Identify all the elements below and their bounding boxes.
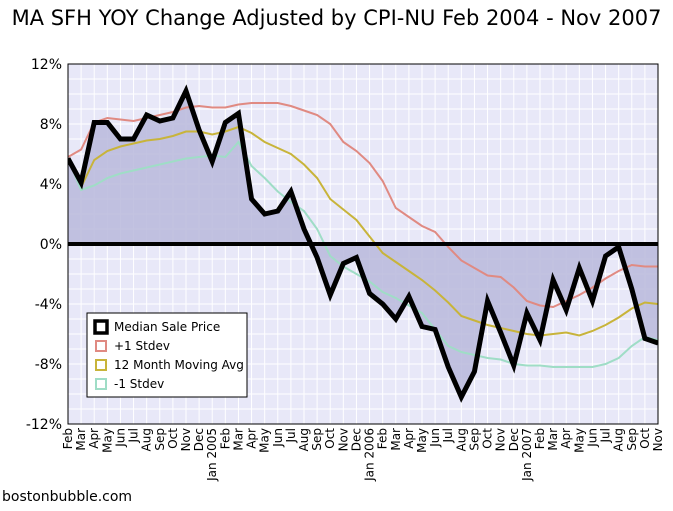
x-tick-label: Apr: [87, 428, 101, 449]
x-tick-label: Aug: [454, 428, 468, 451]
footer-source: bostonbubble.com: [2, 489, 133, 505]
legend-label: +1 Stdev: [114, 339, 170, 353]
legend-box: [86, 312, 248, 398]
plot-border: [67, 63, 659, 425]
x-tick-label: Feb: [533, 428, 547, 449]
x-tick-label: May: [572, 428, 586, 453]
series-lines: [68, 84, 658, 403]
x-tick-label: Dec: [349, 428, 363, 451]
legend-swatch: [95, 340, 107, 352]
chart-title: MA SFH YOY Change Adjusted by CPI-NU Feb…: [11, 6, 662, 30]
x-tick-label: Aug: [140, 428, 154, 451]
x-tick-label: Nov: [494, 428, 508, 451]
y-tick-label: -12%: [26, 417, 62, 433]
x-tick-label: Mar: [231, 428, 245, 451]
x-tick-label: May: [415, 428, 429, 453]
legend-label: -1 Stdev: [114, 377, 164, 391]
x-tick-label: Feb: [218, 428, 232, 449]
x-tick-label: Nov: [336, 428, 350, 451]
x-tick-label: Oct: [166, 428, 180, 449]
x-tick-label: Jun: [428, 428, 442, 448]
y-tick-label: -8%: [35, 357, 62, 373]
legend-swatch: [93, 319, 109, 335]
y-tick-label: -4%: [35, 297, 62, 313]
legend: Median Sale Price +1 Stdev 12 Month Moving…: [86, 312, 248, 398]
x-tick-label: Aug: [612, 428, 626, 451]
x-tick-label: Jan 2005: [205, 428, 219, 482]
series-line-1-stdev: [68, 102, 658, 309]
x-tick-label: Sep: [625, 428, 639, 451]
x-tick-label: Jul: [284, 428, 298, 443]
x-tick-label: Apr: [245, 428, 259, 449]
series-line-median-sale-price: [68, 84, 658, 403]
y-axis: 12% 8% 4% 0% -4% -8% -12%: [26, 57, 62, 433]
series-line-12-month-moving-avg: [68, 125, 658, 337]
x-tick-label: Apr: [402, 428, 416, 449]
x-tick-label: Jan 2006: [363, 428, 377, 482]
x-tick-label: Jun: [271, 428, 285, 448]
x-tick-label: May: [258, 428, 272, 453]
x-tick-label: Mar: [74, 428, 88, 451]
y-tick-label: 4%: [40, 177, 62, 193]
x-tick-label: Feb: [61, 428, 75, 449]
x-tick-label: Feb: [376, 428, 390, 449]
x-tick-label: Oct: [481, 428, 495, 449]
x-axis: Feb Mar Apr May Jun Jul Aug Sep Oct Nov Dec Jan 200…: [61, 428, 665, 482]
x-tick-label: Sep: [153, 428, 167, 451]
x-tick-label: Mar: [546, 428, 560, 451]
x-tick-label: Nov: [179, 428, 193, 451]
x-tick-label: Mar: [389, 428, 403, 451]
x-tick-label: Dec: [192, 428, 206, 451]
x-tick-label: Sep: [467, 428, 481, 451]
legend-label: 12 Month Moving Avg: [114, 358, 244, 372]
y-tick-label: 12%: [31, 57, 62, 73]
x-tick-label: May: [100, 428, 114, 453]
x-tick-label: Oct: [323, 428, 337, 449]
x-tick-label: Oct: [638, 428, 652, 449]
x-tick-label: Jul: [441, 428, 455, 443]
x-tick-label: Jun: [113, 428, 127, 448]
x-tick-label: Dec: [507, 428, 521, 451]
x-tick-label: Nov: [651, 428, 665, 451]
x-tick-label: Apr: [559, 428, 573, 449]
legend-swatch: [95, 359, 107, 371]
x-tick-label: Jul: [127, 428, 141, 443]
x-tick-label: Jun: [585, 428, 599, 448]
x-tick-label: Aug: [297, 428, 311, 451]
legend-label: Median Sale Price: [114, 320, 220, 334]
x-tick-label: Jul: [599, 428, 613, 443]
x-tick-label: Sep: [310, 428, 324, 451]
y-tick-label: 8%: [40, 117, 62, 133]
legend-swatch: [95, 378, 107, 390]
x-tick-label: Jan 2007: [520, 428, 534, 482]
y-tick-label: 0%: [40, 237, 62, 253]
